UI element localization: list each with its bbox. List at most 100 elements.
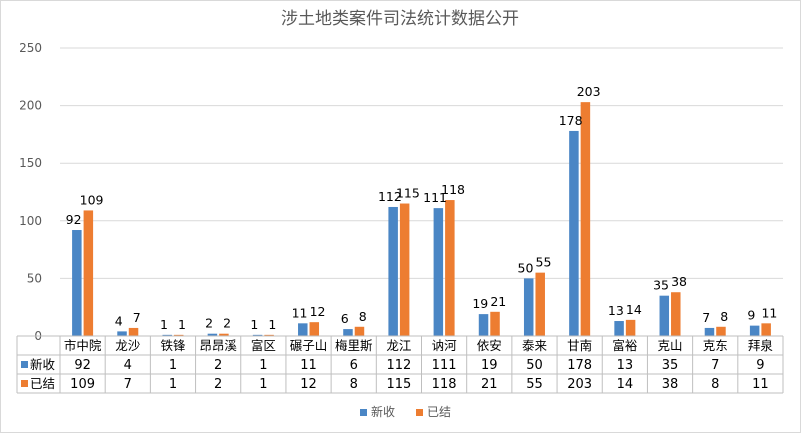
bar-closed xyxy=(625,319,636,336)
category-label: 拜泉 xyxy=(748,338,774,353)
table-cell: 6 xyxy=(350,358,358,373)
bar-new xyxy=(388,206,398,336)
data-label: 8 xyxy=(359,309,367,324)
bar-new xyxy=(614,321,624,336)
legend-label: 已结 xyxy=(427,405,451,419)
bar-new xyxy=(478,314,489,336)
table-cell: 38 xyxy=(662,377,679,392)
legend-swatch xyxy=(360,409,367,416)
table-cell: 1 xyxy=(259,377,267,392)
table-cell: 1 xyxy=(169,358,177,373)
data-label: 1 xyxy=(178,317,186,332)
bar-new xyxy=(523,278,534,336)
table-cell: 112 xyxy=(386,358,411,373)
table-cell: 118 xyxy=(432,377,457,392)
table-cell: 2 xyxy=(214,358,222,373)
bar-closed xyxy=(671,292,681,336)
data-label: 35 xyxy=(653,278,669,293)
category-label: 泰来 xyxy=(522,338,548,353)
table-cell: 178 xyxy=(567,358,592,373)
table-cell: 11 xyxy=(300,358,317,373)
data-label: 7 xyxy=(702,310,710,325)
bar-new xyxy=(207,333,218,336)
category-label: 依安 xyxy=(477,338,502,353)
data-label: 14 xyxy=(626,302,642,317)
table-cell: 203 xyxy=(567,377,592,392)
bar-closed xyxy=(761,323,771,336)
data-label: 1 xyxy=(268,317,276,332)
data-label: 203 xyxy=(577,84,601,99)
category-label: 昂昂溪 xyxy=(199,338,237,353)
bar-new xyxy=(343,329,353,336)
y-tick-label: 150 xyxy=(19,156,42,170)
data-label: 13 xyxy=(608,303,624,318)
y-tick-label: 100 xyxy=(19,214,42,228)
bar-closed xyxy=(580,102,591,336)
category-label: 铁锋 xyxy=(160,338,186,353)
data-label: 38 xyxy=(671,274,687,289)
table-cell: 111 xyxy=(432,358,457,373)
data-label: 111 xyxy=(423,190,447,205)
bar-closed xyxy=(173,334,184,336)
bar-closed xyxy=(309,322,320,336)
bar-new xyxy=(569,130,579,336)
data-label: 92 xyxy=(66,212,82,227)
category-label: 龙江 xyxy=(386,338,411,353)
category-label: 龙沙 xyxy=(115,338,141,353)
bar-closed xyxy=(535,272,545,336)
table-cell: 7 xyxy=(124,377,132,392)
y-tick-label: 200 xyxy=(19,99,42,113)
data-label: 1 xyxy=(160,317,168,332)
row-key-swatch xyxy=(21,361,28,368)
bar-closed xyxy=(219,333,229,336)
bar-new xyxy=(433,208,444,336)
data-label: 2 xyxy=(223,316,231,331)
table-cell: 4 xyxy=(124,358,132,373)
table-cell: 13 xyxy=(617,358,634,373)
category-label: 梅里斯 xyxy=(335,338,373,353)
y-tick-label: 250 xyxy=(19,41,42,55)
table-cell: 12 xyxy=(300,377,317,392)
category-label: 克山 xyxy=(658,338,683,353)
data-label: 178 xyxy=(559,113,583,128)
row-key-swatch xyxy=(21,380,28,387)
category-label: 富区 xyxy=(251,338,276,353)
category-label: 碾子山 xyxy=(290,338,328,353)
table-cell: 92 xyxy=(74,358,91,373)
category-label: 富裕 xyxy=(612,338,637,353)
data-label: 109 xyxy=(80,192,104,207)
bar-closed xyxy=(264,334,274,336)
chart-title: 涉土地类案件司法统计数据公开 xyxy=(281,9,519,29)
bar-closed xyxy=(490,311,500,336)
table-cell: 1 xyxy=(169,377,177,392)
bar-closed xyxy=(399,203,410,336)
table-cell: 11 xyxy=(752,377,769,392)
data-label: 1 xyxy=(250,317,258,332)
category-label: 讷河 xyxy=(432,338,458,353)
y-tick-label: 50 xyxy=(27,271,42,285)
data-label: 118 xyxy=(441,182,465,197)
table-cell: 8 xyxy=(350,377,358,392)
table-cell: 55 xyxy=(526,377,543,392)
table-cell: 1 xyxy=(259,358,267,373)
bar-new xyxy=(659,295,670,336)
data-label: 8 xyxy=(720,309,728,324)
bar-closed xyxy=(716,326,726,336)
category-label: 克东 xyxy=(703,338,728,353)
legend-swatch xyxy=(416,409,423,416)
table-cell: 21 xyxy=(481,377,498,392)
data-label: 50 xyxy=(518,260,534,275)
category-label: 甘南 xyxy=(567,338,592,353)
row-series-name: 已结 xyxy=(30,376,55,391)
data-label: 2 xyxy=(205,316,213,331)
bar-new xyxy=(72,230,82,336)
data-label: 7 xyxy=(133,310,141,325)
bar-new xyxy=(749,325,760,336)
table-cell: 35 xyxy=(662,358,679,373)
bar-new xyxy=(117,331,127,336)
legend-label: 新收 xyxy=(371,404,395,419)
data-label: 9 xyxy=(747,308,755,323)
bar-closed xyxy=(354,326,365,336)
table-cell: 19 xyxy=(481,358,498,373)
